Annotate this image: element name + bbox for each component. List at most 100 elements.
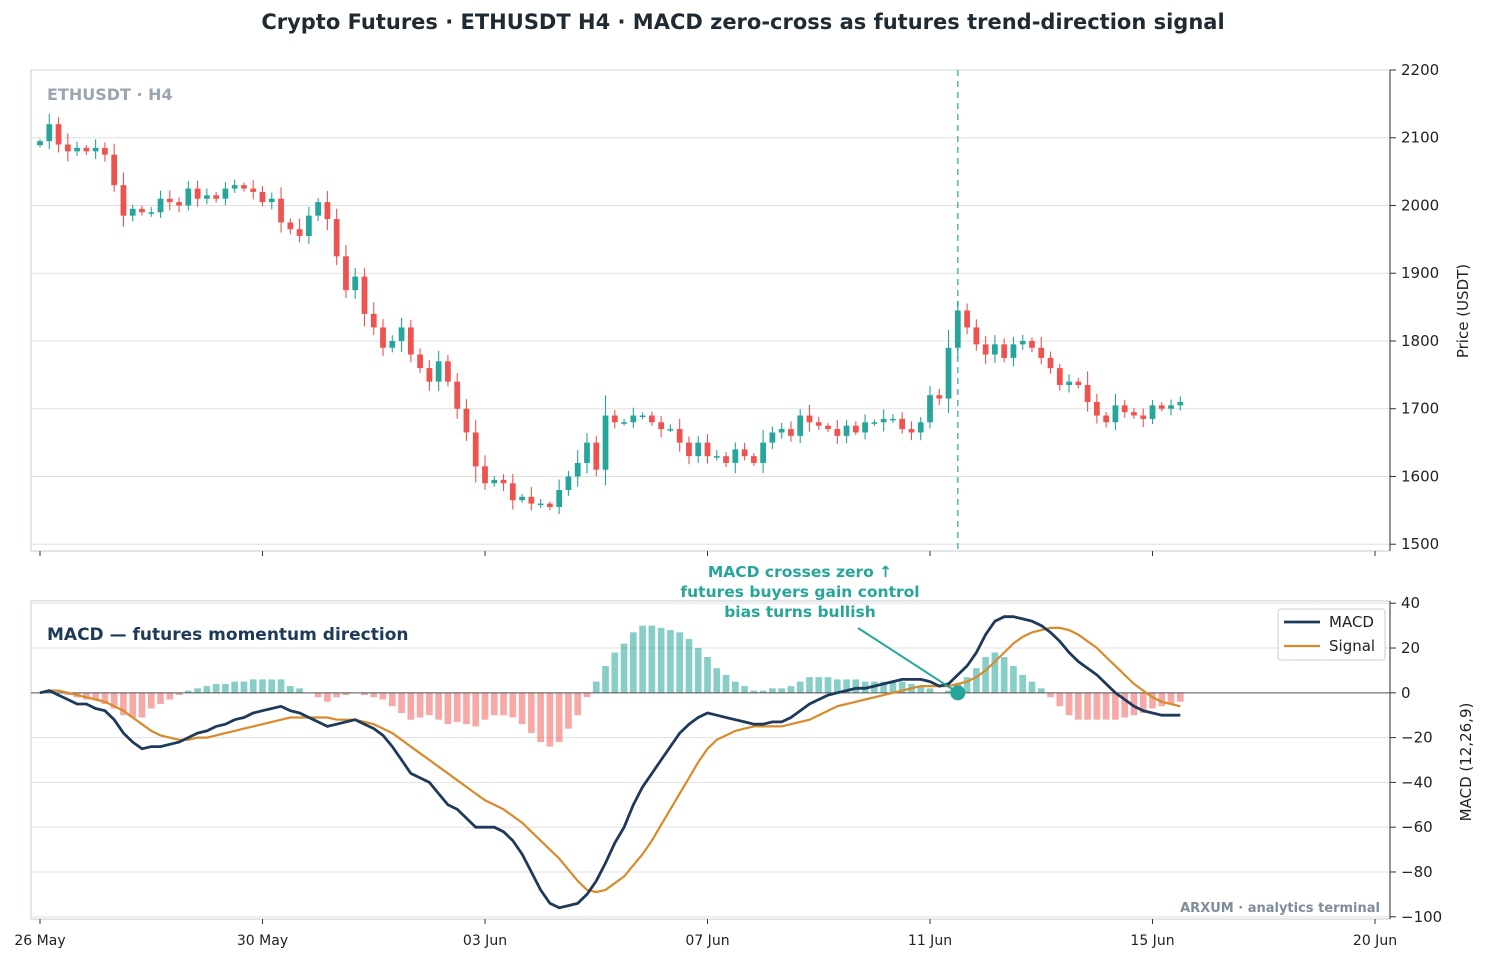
candle-body [92,147,99,152]
histogram-bar [388,692,396,707]
histogram-bar [1112,692,1119,720]
price-y-axis-label: Price (USDT) [1454,264,1472,358]
candle [454,373,461,419]
candle-body [139,208,145,213]
candle [194,180,201,207]
candle-body [982,344,989,355]
candle [361,268,368,327]
macd-y-tick-label: −100 [1401,908,1442,926]
candle-body [407,327,414,355]
histogram-bar [657,627,665,693]
candle [695,435,702,463]
candle [380,319,386,357]
candle [676,418,683,452]
macd-y-tick-label: 0 [1401,684,1411,702]
histogram-bar [259,679,266,693]
candle [852,421,859,436]
candle-body [954,310,961,348]
histogram-bar [157,692,164,705]
histogram-bar [110,692,118,709]
x-tick-label: 03 Jun [463,933,507,949]
histogram-bar [249,679,257,693]
candle-body [1038,347,1045,358]
candle [222,182,229,206]
histogram-bar [1102,692,1110,720]
candle-body [769,432,776,443]
candle-body [797,415,804,436]
candle [556,479,563,514]
candle-body [491,479,498,484]
histogram-bar [194,688,201,693]
price-y-tick-label: 2200 [1401,61,1439,79]
macd-x-axis: 26 May 30 May 03 Jun 07 Jun 11 Jun 15 Jun 20 J… [14,919,1397,949]
candle [732,442,739,474]
candle [231,179,238,193]
candle-body [519,496,525,501]
candle-body [593,442,600,470]
histogram-bar [1093,692,1101,720]
candle [945,329,952,414]
price-y-tick-label: 1900 [1401,264,1439,282]
candle [463,399,470,441]
histogram-bar [685,639,693,693]
histogram-bar [1121,692,1129,718]
histogram-bar [889,681,897,693]
annotation-line: MACD crosses zero ↑ [708,563,892,581]
candle-body [296,229,303,236]
histogram-bar [917,686,925,693]
candle-body [55,124,62,145]
candle [862,414,868,440]
histogram-bar [212,683,220,693]
histogram-bar [667,630,674,693]
candle-body [213,195,220,199]
histogram-bar [833,679,841,693]
histogram-bar [565,692,572,729]
histogram-bar [676,632,684,693]
histogram-bar [694,648,702,693]
candle [741,442,748,461]
macd-y-tick-label: −20 [1401,729,1433,747]
candle-body [102,147,108,155]
histogram-bar [1019,674,1027,693]
histogram-bar [426,692,433,716]
macd-panel-frame [30,600,1391,920]
candle [157,190,164,218]
candle-body [908,429,915,433]
candle-body [1121,405,1128,413]
candle [185,181,192,211]
x-tick-label: 30 May [237,933,288,949]
candle-body [1140,415,1147,419]
candle [120,172,127,227]
histogram-bar [333,692,341,698]
candle-body [695,442,702,457]
candle [129,204,136,222]
candle [166,190,173,211]
candle-body [556,490,563,507]
candle-body [157,198,164,213]
candle-body [852,425,859,433]
histogram-bar [435,692,442,720]
candle [602,395,609,486]
macd-y-axis-label: MACD (12,26,9) [1457,703,1475,822]
candle-body [454,381,461,409]
candle [333,208,340,266]
candle-body [815,422,822,426]
candle [1084,371,1091,412]
candle [1019,334,1026,350]
histogram-bar [602,665,609,693]
candle [213,191,220,203]
histogram-bar [398,692,405,713]
candle-body [667,429,674,431]
candle [788,421,794,442]
x-tick-label: 07 Jun [685,933,729,949]
candle [370,302,377,336]
candle-body [241,185,247,189]
histogram-bar [129,692,137,718]
histogram-bar [731,681,739,693]
histogram-bar [722,674,730,693]
histogram-bar [555,692,563,743]
candle [992,335,998,363]
candle [704,434,711,464]
candle [880,409,887,432]
candle [611,410,618,429]
